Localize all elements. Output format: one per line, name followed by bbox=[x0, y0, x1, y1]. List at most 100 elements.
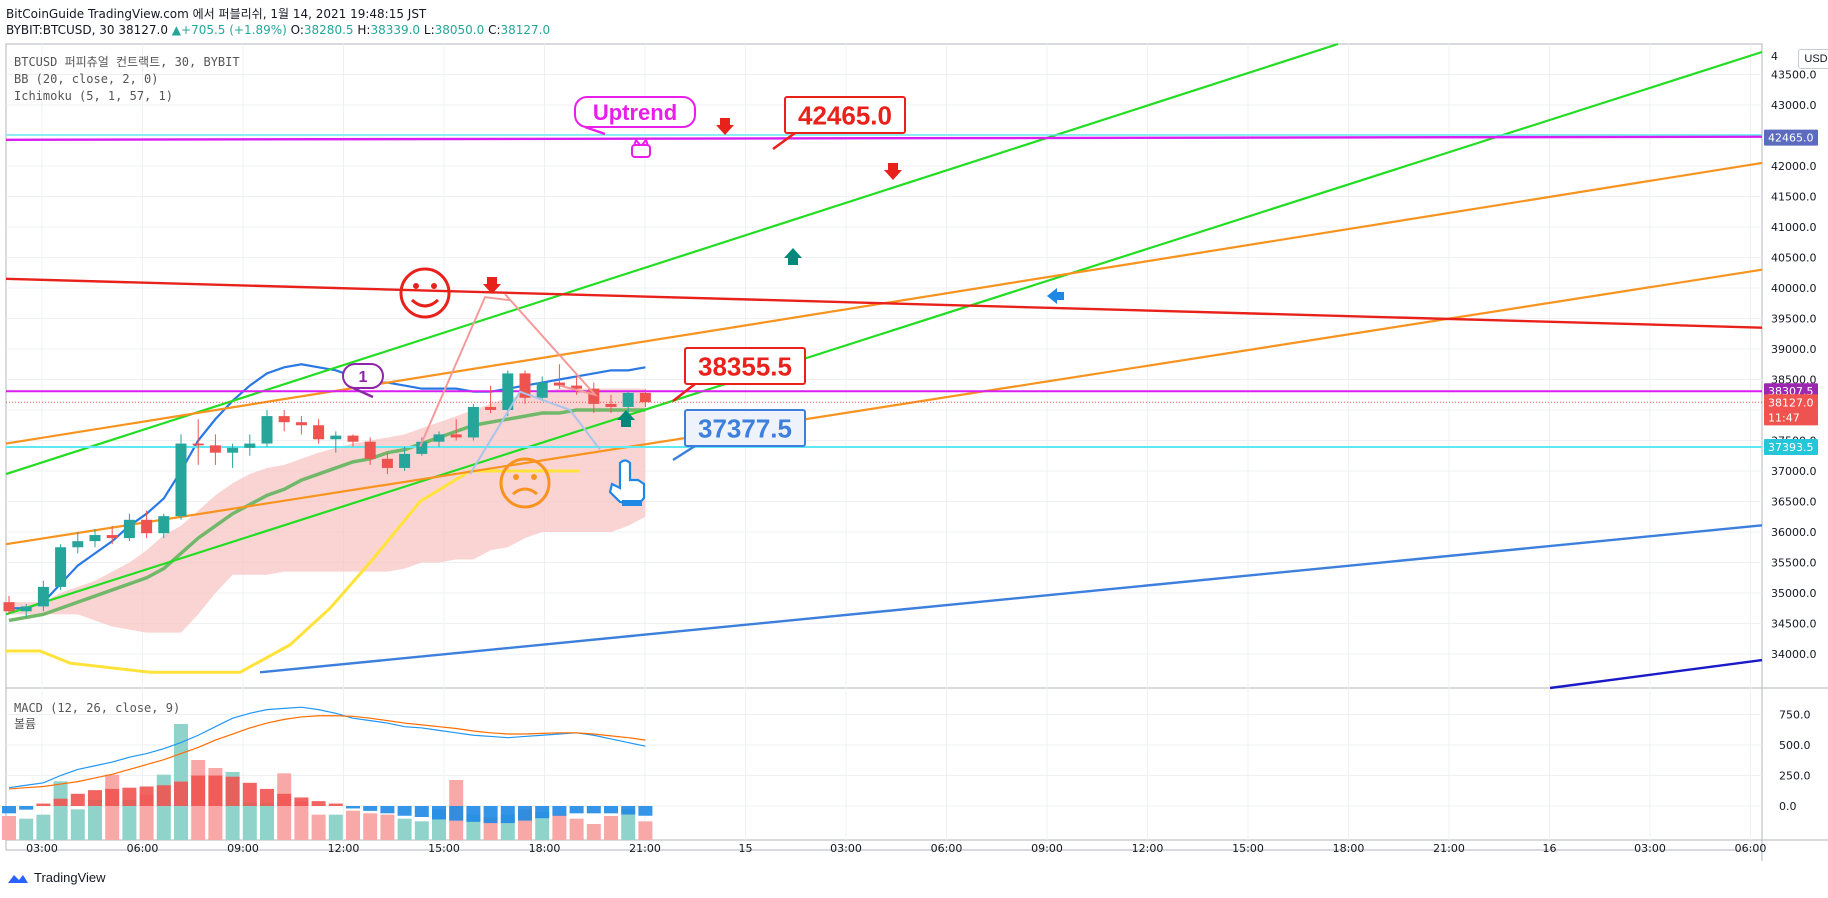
callout-42465: 42465.0 bbox=[772, 96, 906, 151]
macd-histogram-bar bbox=[208, 775, 223, 806]
candle-body bbox=[536, 382, 548, 398]
volume-bar bbox=[294, 801, 309, 840]
candle-body bbox=[3, 602, 15, 612]
callout-tail bbox=[352, 386, 374, 399]
macd-histogram-bar bbox=[174, 781, 188, 806]
volume-bar bbox=[53, 781, 68, 840]
smiley-face bbox=[499, 457, 551, 509]
callout-text: 37377.5 bbox=[698, 413, 792, 443]
callout-tail bbox=[772, 131, 796, 151]
price-tick-label: 34000.0 bbox=[1771, 648, 1817, 661]
arrow-down-icon bbox=[884, 163, 902, 180]
time-tick-label: 15:00 bbox=[1232, 842, 1264, 855]
symbol-info: BYBIT:BTCUSD, 30 bbox=[6, 23, 115, 37]
legend-bb: BB (20, close, 2, 0) bbox=[14, 72, 159, 86]
price-tick-label: 39000.0 bbox=[1771, 343, 1817, 356]
candle-body bbox=[399, 453, 411, 468]
price-tick-label: 34500.0 bbox=[1771, 618, 1817, 631]
macd-line bbox=[8, 706, 646, 789]
callout-tail bbox=[584, 125, 606, 136]
macd-histogram-bar bbox=[604, 806, 618, 814]
smiley-sad-icon bbox=[499, 457, 551, 509]
price-tick-label: 40500.0 bbox=[1771, 252, 1817, 265]
high-value: 38339.0 bbox=[370, 23, 421, 37]
volume-bar bbox=[70, 809, 85, 840]
smiley-mouth bbox=[410, 298, 440, 308]
candle-body bbox=[364, 441, 376, 459]
volume-bar bbox=[397, 818, 412, 840]
macd-histogram-bar bbox=[70, 793, 85, 806]
macd-histogram-bar bbox=[346, 806, 360, 809]
macd-legend: MACD (12, 26, close, 9) bbox=[14, 701, 180, 715]
macd-histogram-bar bbox=[432, 806, 446, 820]
smiley-eye bbox=[431, 283, 437, 289]
macd-histogram-bar bbox=[483, 806, 498, 824]
volume-bar bbox=[277, 773, 292, 840]
macd-histogram-bar bbox=[466, 806, 481, 822]
projection-pink bbox=[419, 293, 598, 447]
blue-trendline bbox=[259, 524, 1763, 674]
candle-body bbox=[278, 416, 290, 423]
volume-bar bbox=[346, 810, 360, 840]
candle-body bbox=[330, 435, 342, 440]
macd-histogram-bar bbox=[156, 785, 171, 806]
green-trendline-lower bbox=[5, 50, 1763, 616]
uptrend-callout: Uptrend bbox=[574, 96, 696, 136]
macd-histogram-bar bbox=[2, 806, 16, 814]
time-tick-label: 12:00 bbox=[328, 842, 360, 855]
price-tick-label: 37000.0 bbox=[1771, 465, 1817, 478]
time-tick-label: 09:00 bbox=[1031, 842, 1063, 855]
callout-tail bbox=[672, 444, 696, 462]
currency-button[interactable]: USD bbox=[1798, 49, 1828, 69]
tradingview-footer[interactable]: TradingView bbox=[6, 870, 106, 885]
callout-box bbox=[574, 96, 696, 128]
price-badge-label: 42465.0 bbox=[1768, 132, 1814, 145]
macd-histogram-bar bbox=[277, 793, 292, 806]
volume-bar bbox=[260, 802, 274, 840]
macd-histogram-bar bbox=[621, 806, 636, 815]
macd-histogram-bar bbox=[363, 806, 378, 811]
candle-body bbox=[106, 535, 118, 539]
callout-37377: 37377.5 bbox=[672, 409, 806, 462]
volume-bar bbox=[569, 818, 584, 840]
smiley-eye bbox=[413, 283, 419, 289]
hand-pointer-icon bbox=[608, 459, 646, 507]
ohlc-line: BYBIT:BTCUSD, 30 38127.0 ▲+705.5 (+1.89%… bbox=[6, 23, 550, 37]
smiley-eye bbox=[513, 474, 519, 480]
candle-body bbox=[209, 445, 221, 453]
candle-body bbox=[295, 422, 307, 426]
macd-histogram-bar bbox=[518, 806, 532, 821]
high-label: H: bbox=[357, 23, 371, 37]
red-trendline bbox=[5, 277, 1763, 329]
macd-histogram-bar bbox=[294, 797, 309, 806]
close-value: 38127.0 bbox=[500, 23, 551, 37]
candle-body bbox=[416, 441, 428, 454]
volume-bar bbox=[586, 824, 601, 840]
candle-body bbox=[639, 392, 651, 403]
navy-trendline bbox=[1549, 658, 1763, 690]
callout-1: 1 bbox=[342, 363, 384, 399]
volume-bar bbox=[88, 800, 102, 840]
macd-histogram-bar bbox=[552, 806, 567, 816]
smiley-happy-icon bbox=[399, 267, 451, 319]
green-ma-line bbox=[8, 408, 646, 623]
price-tick-label: 36500.0 bbox=[1771, 496, 1817, 509]
time-tick-label: 03:00 bbox=[830, 842, 862, 855]
cat-face-icon bbox=[631, 137, 651, 158]
candle-body bbox=[192, 443, 204, 446]
price-badge bbox=[1764, 409, 1818, 426]
candle-body bbox=[227, 447, 239, 453]
candle-body bbox=[588, 388, 600, 404]
time-tick-label: 03:00 bbox=[26, 842, 58, 855]
candle-body bbox=[485, 406, 497, 410]
candle-body bbox=[175, 443, 187, 517]
macd-histogram-bar bbox=[414, 806, 429, 817]
macd-histogram-bar bbox=[569, 806, 584, 814]
time-tick-label: 15:00 bbox=[428, 842, 460, 855]
volume-bar bbox=[2, 816, 16, 840]
arrow-up-icon bbox=[617, 410, 635, 427]
volume-bar bbox=[122, 800, 137, 840]
open-label: O: bbox=[290, 23, 304, 37]
volume-bar bbox=[242, 802, 257, 840]
